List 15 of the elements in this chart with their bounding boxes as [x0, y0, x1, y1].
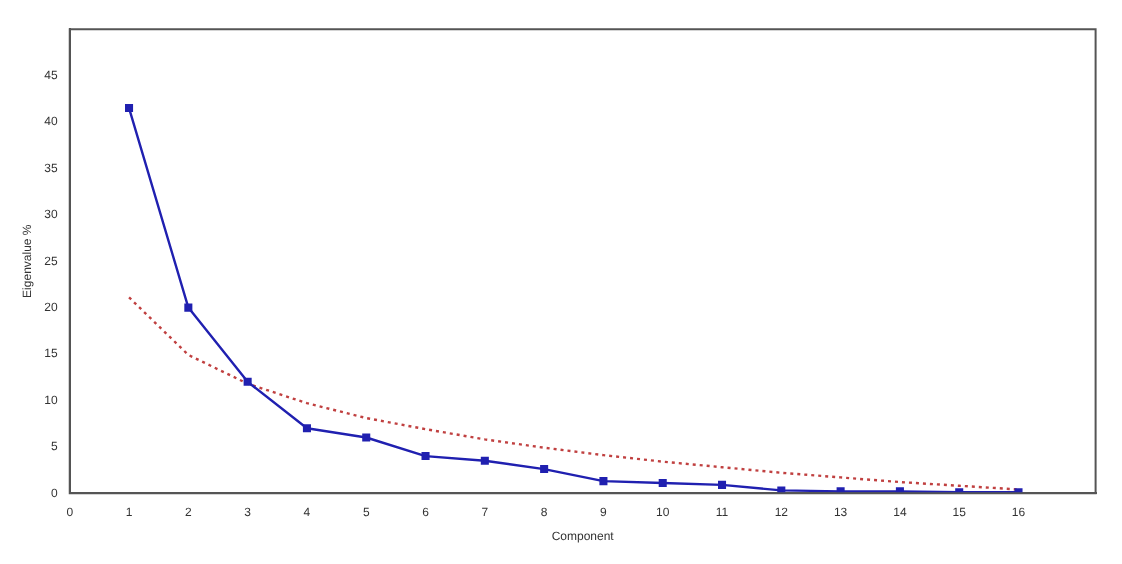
point: [184, 303, 193, 312]
point: [718, 480, 727, 489]
point: [658, 478, 667, 488]
point: [125, 104, 134, 113]
point: [243, 377, 252, 386]
point: [302, 424, 311, 433]
point: [1014, 488, 1023, 494]
point: [480, 456, 489, 465]
point: [540, 465, 549, 474]
point: [777, 486, 786, 494]
point: [362, 433, 371, 442]
point: [836, 487, 845, 494]
point: [421, 452, 430, 461]
point: [895, 487, 904, 494]
point: [599, 477, 608, 486]
